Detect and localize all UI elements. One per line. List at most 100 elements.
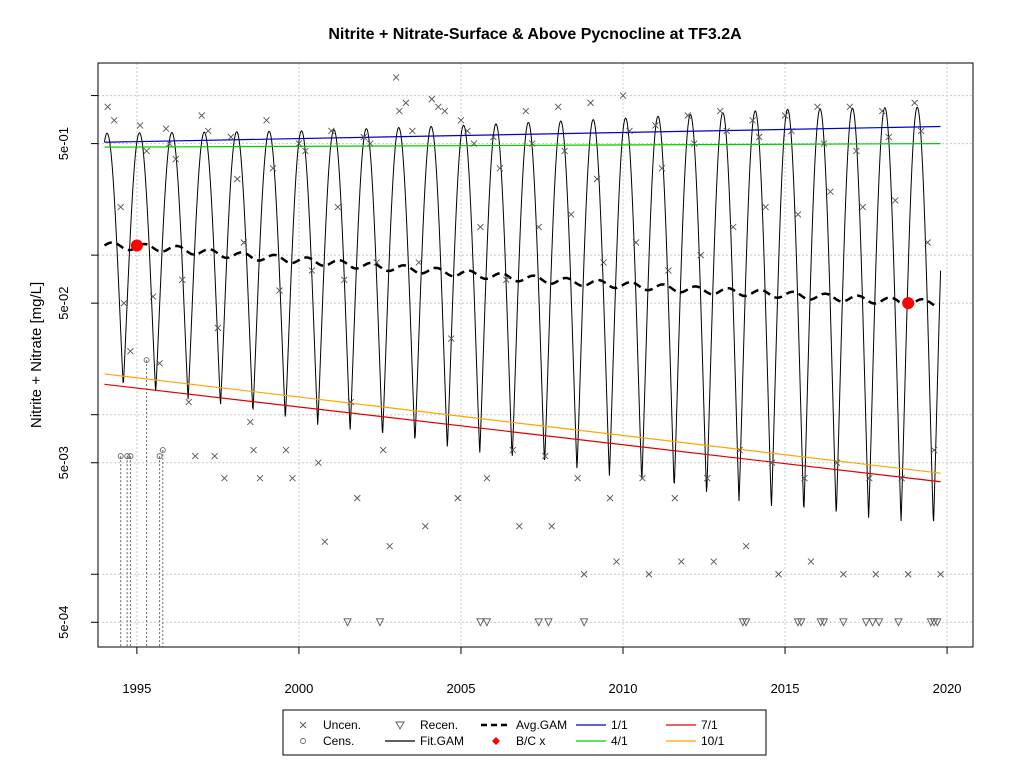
uncensored-point (930, 446, 938, 454)
uncensored-point (904, 570, 912, 578)
uncensored-point (240, 239, 248, 246)
legend-label: Uncen. (323, 718, 361, 732)
uncensored-point (496, 164, 504, 172)
uncensored-point (246, 418, 254, 426)
x-tick-label: 1995 (122, 681, 151, 696)
legend-label: Recen. (420, 718, 458, 732)
legend-label: 4/1 (611, 734, 628, 748)
uncensored-point (428, 95, 436, 103)
uncensored-point (678, 558, 685, 565)
uncensored-point (671, 494, 679, 502)
uncensored-point (639, 474, 646, 482)
legend-label: 7/1 (701, 718, 718, 732)
uncensored-point (454, 494, 462, 502)
recensored-point (819, 618, 829, 627)
uncensored-point (402, 99, 410, 107)
uncensored-point (522, 107, 530, 115)
uncensored-point (340, 276, 348, 284)
uncensored-point (827, 188, 834, 195)
uncensored-point (619, 92, 627, 99)
y-tick-label: 5e-04 (56, 606, 71, 639)
uncensored-point (483, 474, 491, 482)
uncensored-point (658, 164, 666, 172)
uncensored-point (788, 127, 795, 135)
uncensored-point (820, 140, 828, 147)
uncensored-point (328, 127, 335, 135)
legend: Uncen. Recen. Avg.GAM 1/1 7/1 Cens. Fit.GAM B/C… (282, 709, 767, 756)
uncensored-point (379, 446, 387, 454)
recensored-point (894, 618, 903, 627)
uncensored-point (373, 259, 381, 266)
legend-label: 1/1 (611, 718, 628, 732)
uncensored-point (415, 259, 423, 266)
legend-label: Fit.GAM (420, 734, 464, 748)
uncensored-point (490, 133, 497, 141)
y-axis-label: Nitrite + Nitrate [mg/L] (28, 282, 45, 428)
uncensored-point (567, 211, 575, 218)
uncensored-point (263, 116, 270, 124)
recensored-point (874, 618, 884, 627)
uncensored-point (937, 570, 944, 578)
uncensored-point (315, 459, 322, 467)
uncensored-point (282, 446, 290, 454)
uncensored-point (535, 223, 543, 231)
uncensored-point (503, 276, 510, 284)
plot-frame (97, 62, 974, 648)
uncensored-point (645, 570, 653, 578)
uncensored-point (441, 107, 449, 115)
uncensored-point (204, 127, 212, 135)
uncensored-point (762, 203, 769, 211)
censored-point (124, 453, 131, 460)
uncensored-point (250, 446, 257, 454)
uncensored-point (878, 107, 886, 115)
uncensored-point (755, 133, 763, 141)
y-tick-label: 5e-03 (56, 446, 71, 479)
legend-triangle-symbol (395, 721, 405, 730)
recensored-point (797, 618, 806, 627)
legend-box (282, 709, 767, 756)
x-tick-label: 2005 (447, 681, 476, 696)
uncensored-point (172, 155, 180, 163)
legend-label: B/C x (516, 734, 545, 748)
x-tick-label: 2000 (284, 681, 313, 696)
uncensored-point (613, 558, 620, 565)
uncensored-point (464, 127, 471, 135)
uncensored-point (528, 140, 536, 147)
uncensored-point (801, 474, 808, 482)
uncensored-point (833, 459, 841, 467)
uncensored-point (308, 267, 316, 274)
recensored-point (579, 618, 589, 627)
legend-label: Cens. (323, 734, 354, 748)
uncensored-point (392, 74, 400, 81)
jan-trend-line (104, 125, 941, 143)
uncensored-point (127, 347, 134, 355)
uncensored-point (606, 494, 614, 502)
recensored-point (861, 618, 871, 627)
uncensored-point (396, 107, 403, 115)
uncensored-point (853, 147, 860, 155)
avg-gam-line (103, 241, 935, 307)
censored-point (127, 453, 134, 460)
uncensored-point (162, 125, 170, 133)
plot-marks (103, 74, 944, 647)
uncensored-point (198, 112, 206, 119)
uncensored-point (386, 542, 393, 550)
recensored-point (476, 618, 485, 627)
recensored-point (343, 618, 352, 627)
uncensored-point (269, 164, 277, 172)
axes: 1995 2000 2005 2010 2015 2020 5e-04 5e-03 5e-02 5… (56, 95, 962, 696)
uncensored-point (911, 99, 918, 107)
uncensored-point (334, 203, 342, 211)
bc-marker (130, 239, 143, 252)
jul-trend-line (104, 383, 941, 483)
uncensored-point (593, 175, 601, 183)
uncensored-point (321, 538, 329, 546)
uncensored-point (859, 203, 867, 211)
y-tick-label: 5e-02 (56, 287, 71, 320)
legend-diamond-symbol (492, 737, 500, 745)
uncensored-point (690, 140, 698, 147)
uncensored-point (509, 446, 517, 454)
legend-x-symbol (299, 721, 307, 729)
uncensored-point (214, 324, 222, 332)
